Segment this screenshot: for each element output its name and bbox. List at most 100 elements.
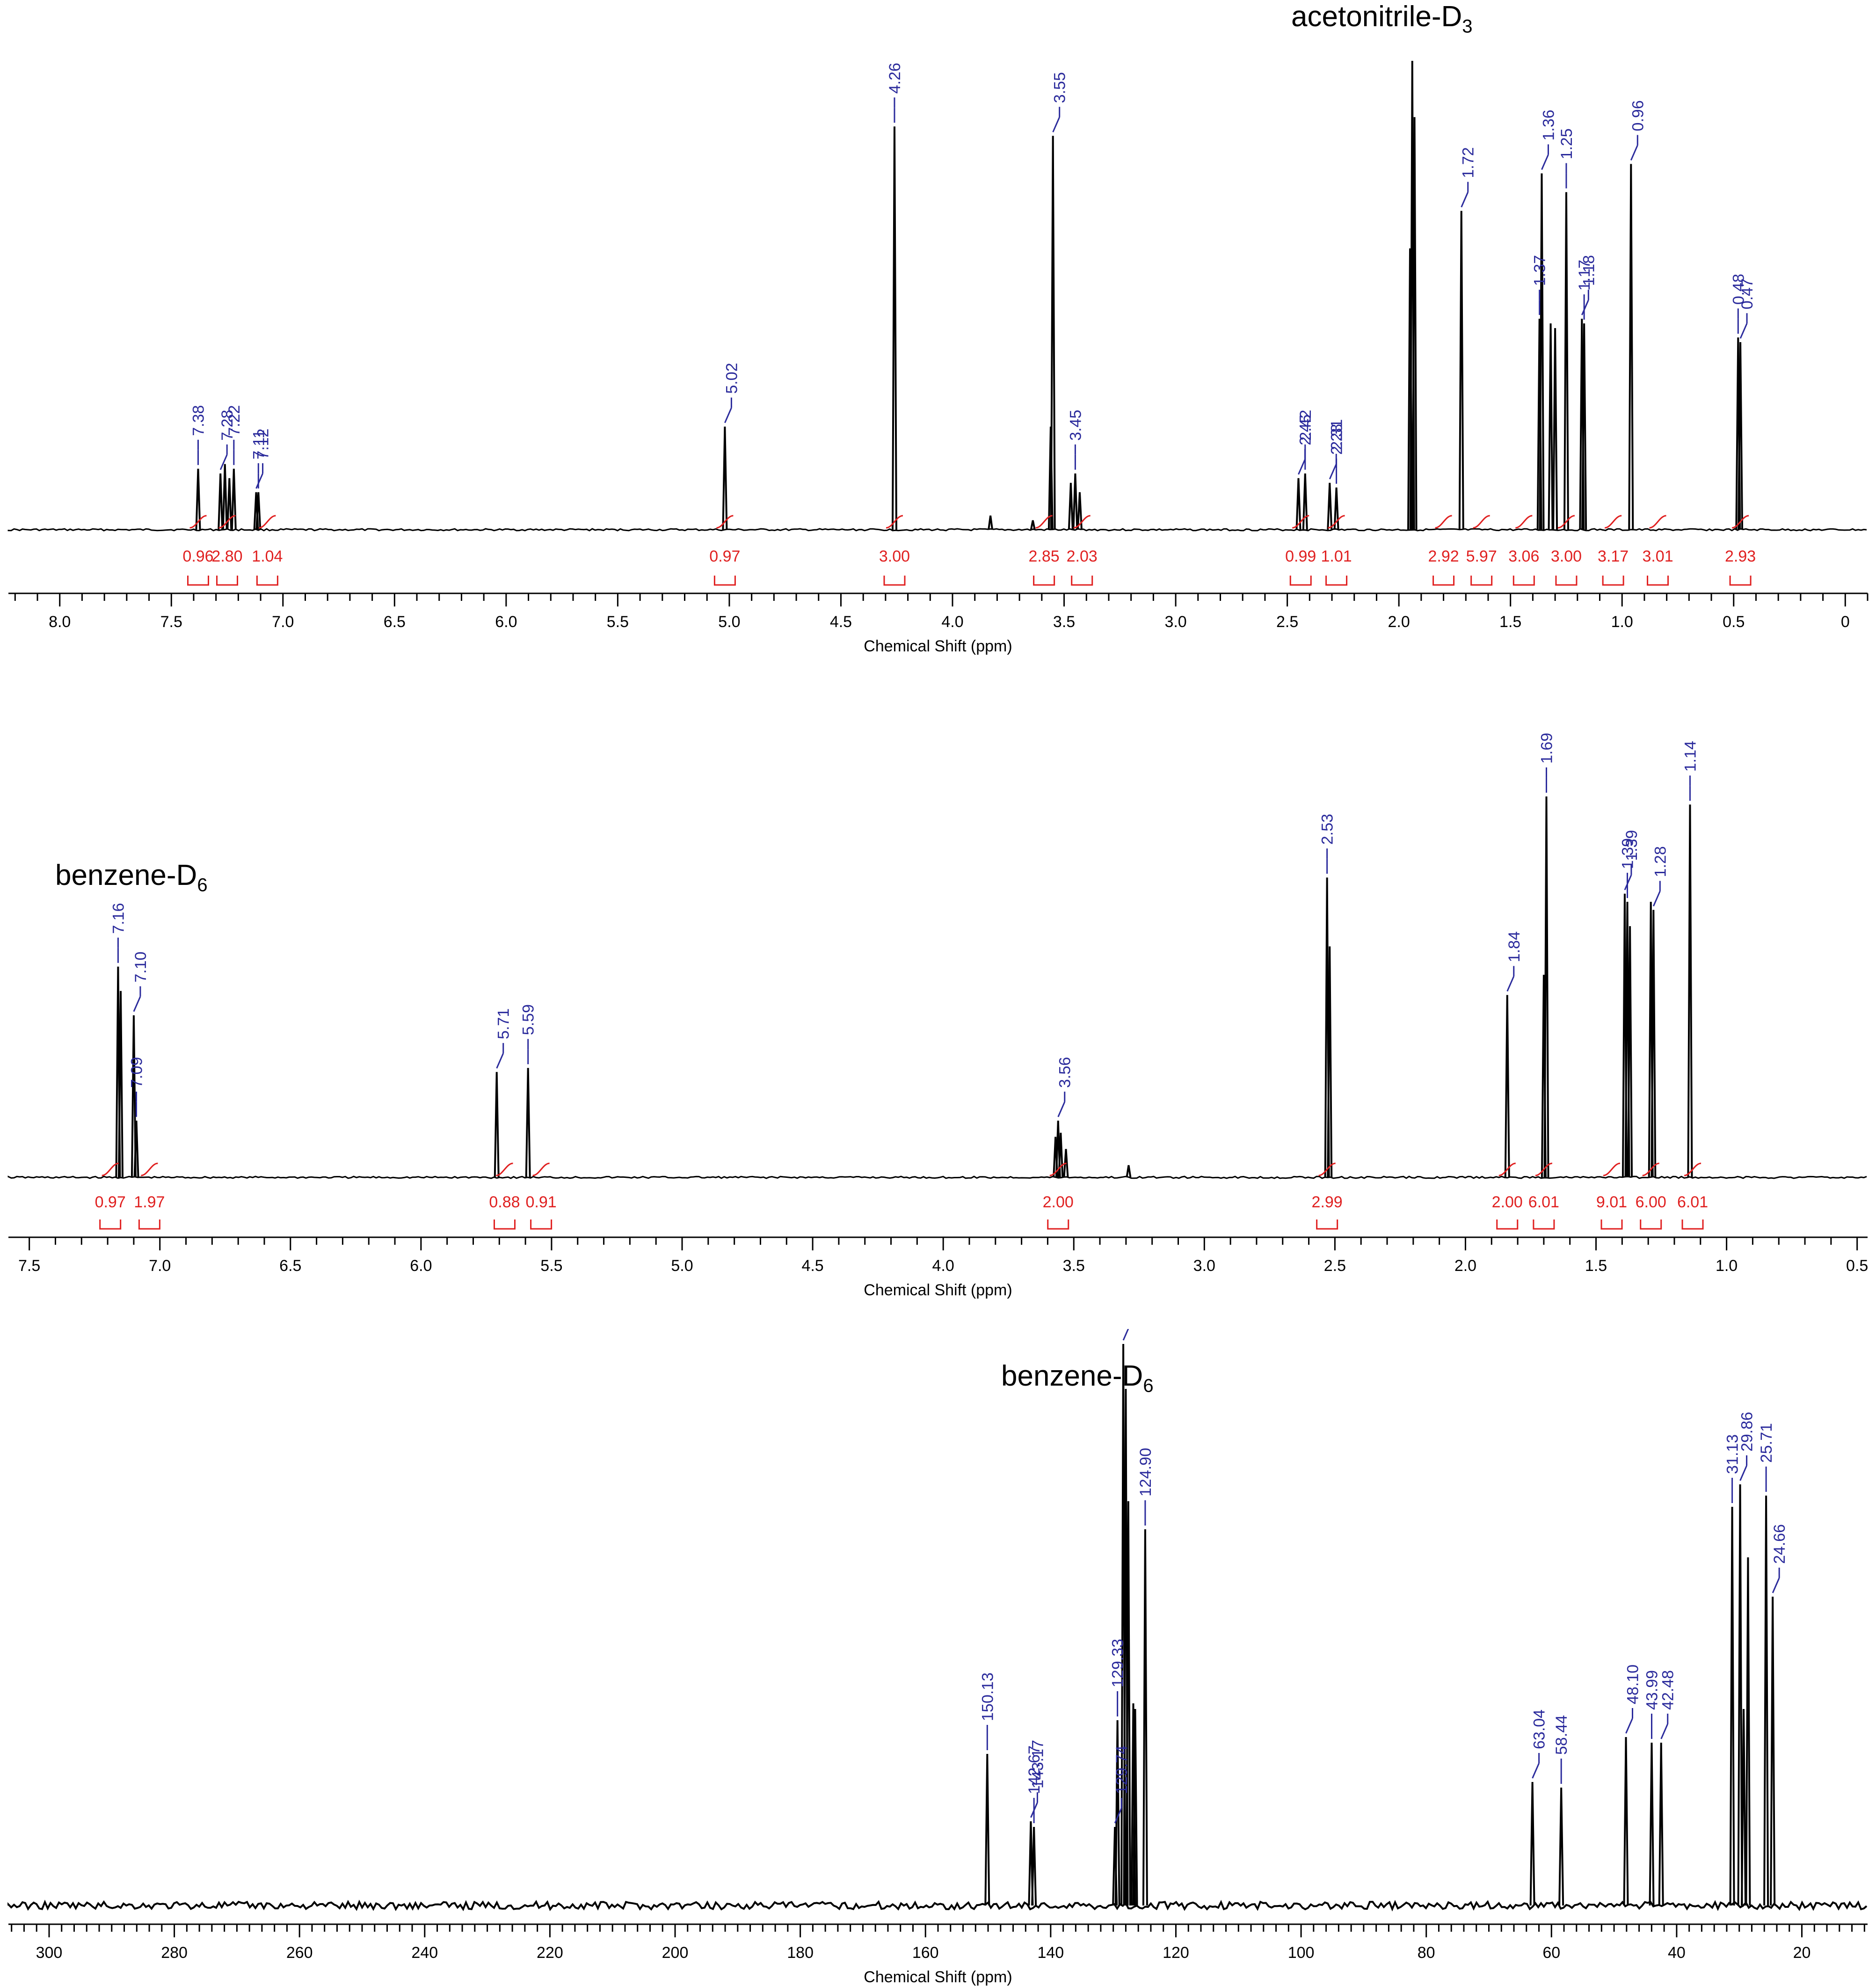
solvent-label-subscript: 3: [1462, 16, 1473, 37]
x-tick-label: 220: [537, 1944, 563, 1962]
spectrum-peak: [1031, 1826, 1037, 1906]
integral-bracket: [1512, 576, 1535, 586]
peak-label: 1.39: [1619, 838, 1637, 869]
spectrum-peak: [1563, 192, 1569, 530]
spectrum-peak: [722, 426, 728, 530]
x-tick-label: 5.0: [671, 1257, 693, 1275]
spectrum-peak: [525, 1068, 531, 1178]
x-tick-label: 2.5: [1276, 613, 1298, 631]
x-tick-label: 6.5: [279, 1257, 301, 1275]
spectrum-peak: [255, 492, 262, 530]
spectrum-peak: [1649, 1742, 1655, 1906]
peak-label-leader: [1581, 299, 1589, 315]
x-tick-label: 3.5: [1053, 613, 1075, 631]
peak-label: 7.28: [218, 410, 236, 441]
peak-label: 129.33: [1109, 1639, 1127, 1687]
spectrum-baseline: [7, 1899, 1868, 1912]
integral-bracket: [1533, 1219, 1555, 1230]
integral-curve: [496, 1162, 513, 1176]
spectrum-peak: [988, 515, 994, 530]
spectrum-peak: [1050, 136, 1056, 530]
integral-bracket: [138, 1219, 160, 1230]
spectrum-peak: [1411, 117, 1418, 530]
peak-label: 48.10: [1624, 1665, 1642, 1704]
spectrum-peak: [1047, 426, 1054, 530]
x-tick-label: 300: [36, 1944, 63, 1962]
integral-curve: [1731, 515, 1749, 529]
peak-label: 0.48: [1730, 274, 1747, 305]
integral-value: 3.01: [1642, 548, 1673, 565]
peak-label: 2.28: [1328, 424, 1346, 455]
integral-value: 2.80: [211, 548, 242, 565]
spectrum-peak: [1076, 492, 1083, 530]
peak-label-leader: [1772, 1577, 1780, 1593]
integral-value: 0.99: [1285, 548, 1316, 565]
x-tick-label: 6.0: [495, 613, 517, 631]
solvent-label-text: benzene-D: [1001, 1360, 1143, 1392]
integral-bracket: [1047, 1219, 1069, 1230]
x-tick-label: 2.0: [1454, 1257, 1476, 1275]
integral-value: 1.97: [134, 1193, 165, 1211]
x-tick-label: 7.5: [18, 1257, 40, 1275]
spectrum-peak: [1627, 926, 1633, 1178]
integral-bracket: [187, 576, 210, 586]
x-tick-label: 7.0: [149, 1257, 171, 1275]
integral-value: 2.00: [1492, 1193, 1523, 1211]
peak-label: 58.44: [1553, 1715, 1571, 1755]
integral-value: 0.91: [526, 1193, 557, 1211]
x-tick-label: 5.0: [718, 613, 740, 631]
spectrum-peak: [118, 991, 124, 1178]
spectrum-peak: [1581, 323, 1587, 530]
x-tick-label: 7.0: [272, 613, 294, 631]
peak-label: 4.26: [886, 63, 904, 94]
peak-label-leader: [1057, 1102, 1066, 1117]
peak-label: 1.37: [1531, 255, 1549, 286]
x-tick-label: 4.0: [941, 613, 963, 631]
x-tick-label: 0.5: [1723, 613, 1745, 631]
spectrum-plot-1h-acetonitrile: 8.0 7.5 7.0 6.5 6.0 5.5 5.0 4.5 4.0 3.5 3.0 2.5 2.0 1…: [7, 60, 1869, 655]
spectrum-peak: [1142, 1529, 1148, 1906]
x-tick-label: 0: [1841, 613, 1850, 631]
x-tick-label: 0.5: [1846, 1257, 1868, 1275]
peak-label: 7.22: [225, 405, 243, 436]
x-tick-label: 20: [1793, 1944, 1811, 1962]
integral-bracket: [1681, 1219, 1704, 1230]
spectrum-peak: [1763, 1495, 1769, 1906]
peak-label: 129.74: [1113, 1745, 1131, 1794]
spectrum-peak: [1541, 974, 1547, 1178]
peak-label: 43.99: [1643, 1670, 1661, 1710]
integral-value: 6.01: [1677, 1193, 1708, 1211]
peak-label: 7.09: [128, 1057, 145, 1088]
spectrum-peak: [1745, 1557, 1751, 1906]
x-tick-label: 4.0: [932, 1257, 954, 1275]
integral-value: 0.88: [489, 1193, 520, 1211]
integral-curve: [1515, 515, 1533, 529]
peak-label-leader: [724, 407, 732, 423]
integral-curve: [189, 515, 207, 529]
integral-value: 2.93: [1725, 548, 1756, 565]
spectrum-peak: [1114, 1720, 1120, 1906]
spectrum-baseline: [7, 1176, 1867, 1179]
x-tick-label: 5.5: [540, 1257, 562, 1275]
peak-label-leader: [1532, 1763, 1540, 1779]
spectrum-peak: [131, 1015, 137, 1178]
spectrum-panel-1h-benzene: 7.5 7.0 6.5 6.0 5.5 5.0 4.5 4.0 3.5 3.0 2.5 2.0 1.5 1…: [0, 664, 1876, 1329]
spectrum-peak: [195, 468, 201, 530]
peak-label-leader: [1739, 1465, 1747, 1481]
solvent-label-text: acetonitrile-D: [1291, 0, 1462, 33]
peak-label: 5.02: [723, 363, 741, 394]
peak-label: 25.71: [1758, 1423, 1775, 1463]
x-tick-label: 60: [1542, 1944, 1560, 1962]
spectrum-peak: [222, 464, 228, 530]
x-tick-label: 2.5: [1324, 1257, 1346, 1275]
solvent-label-subscript: 6: [197, 875, 208, 896]
spectrum-peak: [891, 126, 897, 530]
x-tick-label: 40: [1668, 1944, 1686, 1962]
peak-label: 63.04: [1531, 1709, 1549, 1749]
spectrum-peak: [231, 468, 237, 530]
x-tick-label: 160: [912, 1944, 939, 1962]
integral-curve: [259, 515, 276, 529]
integral-value: 2.03: [1067, 548, 1098, 565]
solvent-label-text: benzene-D: [55, 859, 197, 891]
peak-label: 7.38: [190, 405, 208, 436]
